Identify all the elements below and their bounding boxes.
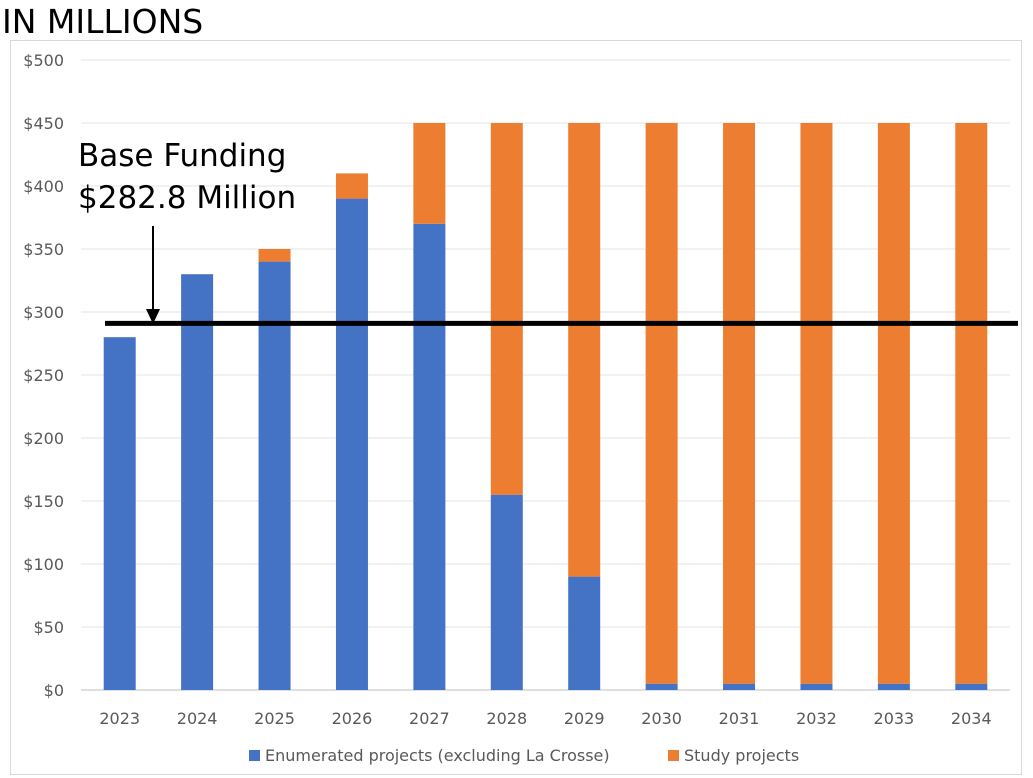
bar-study-2028 — [490, 123, 523, 495]
x-tick-label: 2031 — [719, 709, 760, 728]
bar-enumerated-2024 — [181, 274, 214, 690]
x-tick-label: 2032 — [796, 709, 837, 728]
y-tick-label: $200 — [23, 429, 64, 448]
bar-enumerated-2033 — [877, 683, 910, 690]
bar-enumerated-2034 — [955, 683, 988, 690]
legend-label-enumerated: Enumerated projects (excluding La Crosse… — [265, 746, 610, 765]
bar-enumerated-2032 — [800, 683, 833, 690]
x-tick-label: 2028 — [486, 709, 527, 728]
x-tick-label: 2024 — [177, 709, 218, 728]
legend: Enumerated projects (excluding La Crosse… — [249, 746, 799, 765]
bar-enumerated-2025 — [258, 261, 291, 690]
y-tick-label: $500 — [23, 51, 64, 70]
y-tick-label: $250 — [23, 366, 64, 385]
legend-swatch-study — [668, 750, 679, 761]
x-tick-label: 2029 — [564, 709, 605, 728]
bar-study-2026 — [335, 173, 368, 199]
x-tick-label: 2033 — [874, 709, 915, 728]
x-tick-label: 2026 — [332, 709, 373, 728]
y-axis-tick-labels: $0 $50 $100 $150 $200 $250 $300 $350 $400 $450 $50… — [23, 51, 64, 700]
bar-study-2032 — [800, 123, 833, 684]
x-tick-label: 2030 — [641, 709, 682, 728]
annotation-line-2: $282.8 Million — [78, 180, 296, 216]
gridlines — [81, 59, 1010, 691]
y-tick-label: $350 — [23, 240, 64, 259]
legend-swatch-enumerated — [249, 750, 260, 761]
bar-enumerated-2026 — [335, 198, 368, 690]
bar-study-2030 — [645, 123, 678, 684]
bars — [103, 123, 988, 691]
base-funding-annotation: Base Funding $282.8 Million — [78, 138, 296, 324]
bar-enumerated-2027 — [413, 223, 446, 691]
chart-frame — [10, 40, 1022, 775]
bar-enumerated-2031 — [723, 683, 756, 690]
y-tick-label: $0 — [44, 681, 64, 700]
annotation-line-1: Base Funding — [78, 138, 286, 174]
x-tick-label: 2027 — [409, 709, 450, 728]
bar-enumerated-2023 — [103, 337, 136, 690]
x-tick-label: 2025 — [254, 709, 295, 728]
bar-study-2027 — [413, 123, 446, 224]
y-tick-label: $100 — [23, 555, 64, 574]
bar-study-2033 — [877, 123, 910, 684]
y-tick-label: $450 — [23, 114, 64, 133]
bar-study-2034 — [955, 123, 988, 684]
y-tick-label: $400 — [23, 177, 64, 196]
bar-enumerated-2029 — [568, 576, 601, 690]
bar-study-2029 — [568, 123, 601, 577]
x-tick-label: 2023 — [99, 709, 140, 728]
bar-study-2025 — [258, 249, 291, 262]
legend-label-study: Study projects — [684, 746, 799, 765]
annotation-arrowhead — [146, 309, 160, 324]
y-tick-label: $50 — [33, 618, 64, 637]
y-tick-label: $300 — [23, 303, 64, 322]
bar-enumerated-2028 — [490, 494, 523, 690]
y-tick-label: $150 — [23, 492, 64, 511]
x-axis-tick-labels: 2023 2024 2025 2026 2027 2028 2029 2030 2031 2032… — [99, 709, 991, 728]
x-tick-label: 2034 — [951, 709, 992, 728]
chart-heading: IN MILLIONS — [2, 2, 204, 41]
bar-study-2031 — [723, 123, 756, 684]
bar-enumerated-2030 — [645, 683, 678, 690]
